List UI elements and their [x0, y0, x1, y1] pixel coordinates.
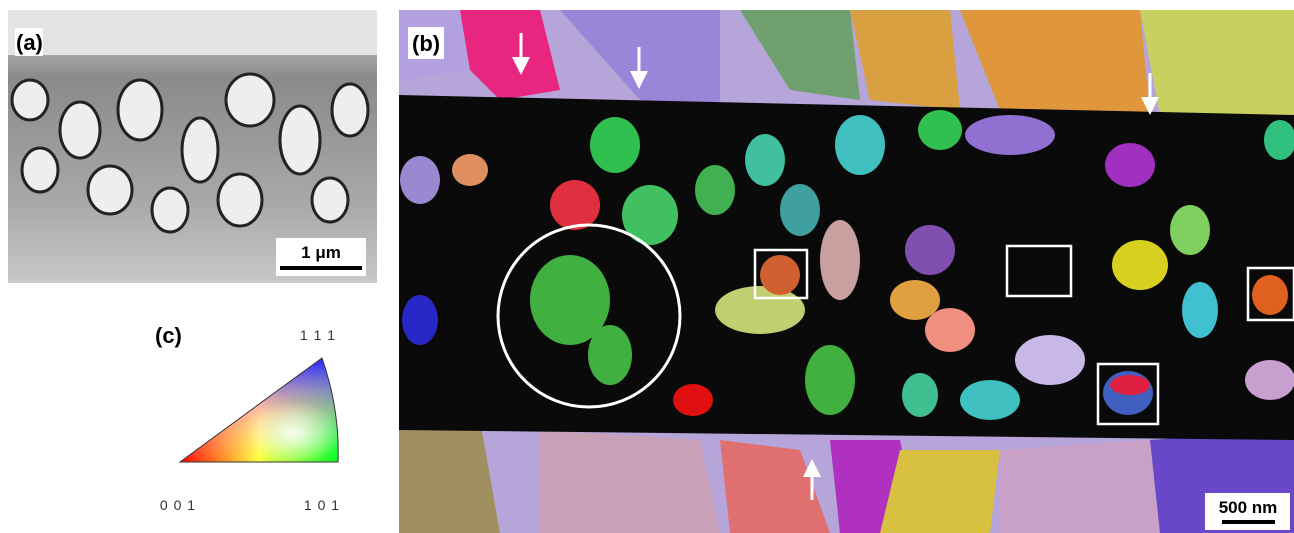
corner-label: 0 0 1: [160, 497, 196, 513]
ipf-center: [180, 358, 338, 462]
panel-label: (b): [412, 31, 440, 56]
corner-label: 1 0 1: [304, 497, 340, 513]
surface: [8, 10, 377, 55]
panel-a: (a) 1 μm: [8, 10, 377, 283]
panel-c: (c) 1 1 1 0 0 1 1 0 1: [155, 323, 340, 513]
figure: (a) 1 μm: [0, 0, 1294, 533]
panel-b: (b) 500 nm: [399, 10, 1294, 533]
corner-label: 1 1 1: [300, 327, 336, 343]
panel-label: (c): [155, 323, 182, 348]
panel-label: (a): [16, 30, 43, 55]
scale-bar-text: 500 nm: [1219, 498, 1278, 517]
scale-bar-text: 1 μm: [301, 243, 341, 262]
